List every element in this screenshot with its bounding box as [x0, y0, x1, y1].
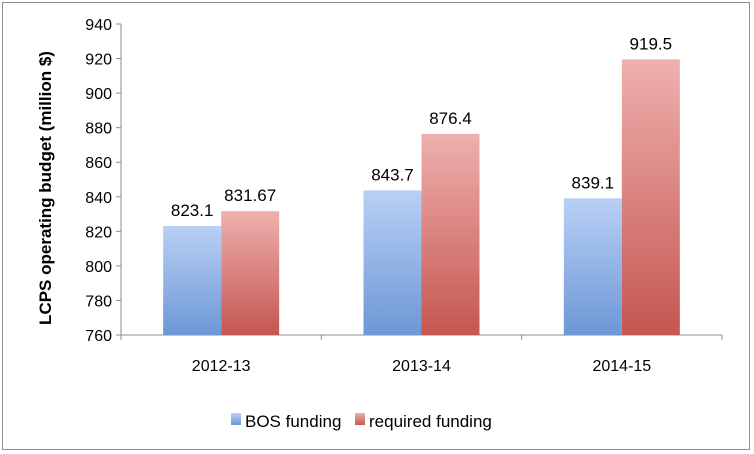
x-tick-label: 2013-14 [392, 358, 451, 375]
y-tick-label: 860 [85, 155, 112, 172]
y-tick-label: 940 [85, 17, 112, 34]
x-tick-label: 2012-13 [192, 358, 251, 375]
y-tick-label: 900 [85, 86, 112, 103]
y-tick-label: 800 [85, 259, 112, 276]
data-label: 831.67 [224, 186, 276, 205]
y-tick-label: 920 [85, 52, 112, 69]
bar-bos-funding [563, 198, 622, 335]
data-label: 823.1 [171, 201, 214, 220]
bar-bos-funding [163, 225, 222, 335]
data-labels: 823.1 831.67 843.7 876.4 839.1 919.5 [171, 34, 672, 220]
y-tick-label: 760 [85, 328, 112, 345]
legend: BOS funding required funding [231, 412, 492, 431]
bar-required-funding [221, 211, 280, 335]
data-label: 919.5 [630, 34, 673, 53]
y-tick-label: 840 [85, 190, 112, 207]
data-label: 876.4 [429, 109, 472, 128]
y-axis-label: LCPS operating budget (million $) [36, 51, 55, 325]
bars [163, 59, 680, 336]
bar-bos-funding [363, 190, 422, 335]
data-label: 843.7 [371, 165, 414, 184]
bar-required-funding [421, 133, 480, 335]
legend-label: required funding [369, 412, 492, 431]
legend-label: BOS funding [245, 412, 341, 431]
y-tick-label: 880 [85, 121, 112, 138]
legend-swatch [231, 413, 241, 425]
bar-required-funding [621, 59, 680, 336]
legend-swatch [355, 413, 365, 425]
x-tick-label: 2014-15 [592, 358, 651, 375]
y-tick-label: 820 [85, 224, 112, 241]
data-label: 839.1 [572, 173, 615, 192]
y-tick-label: 780 [85, 293, 112, 310]
